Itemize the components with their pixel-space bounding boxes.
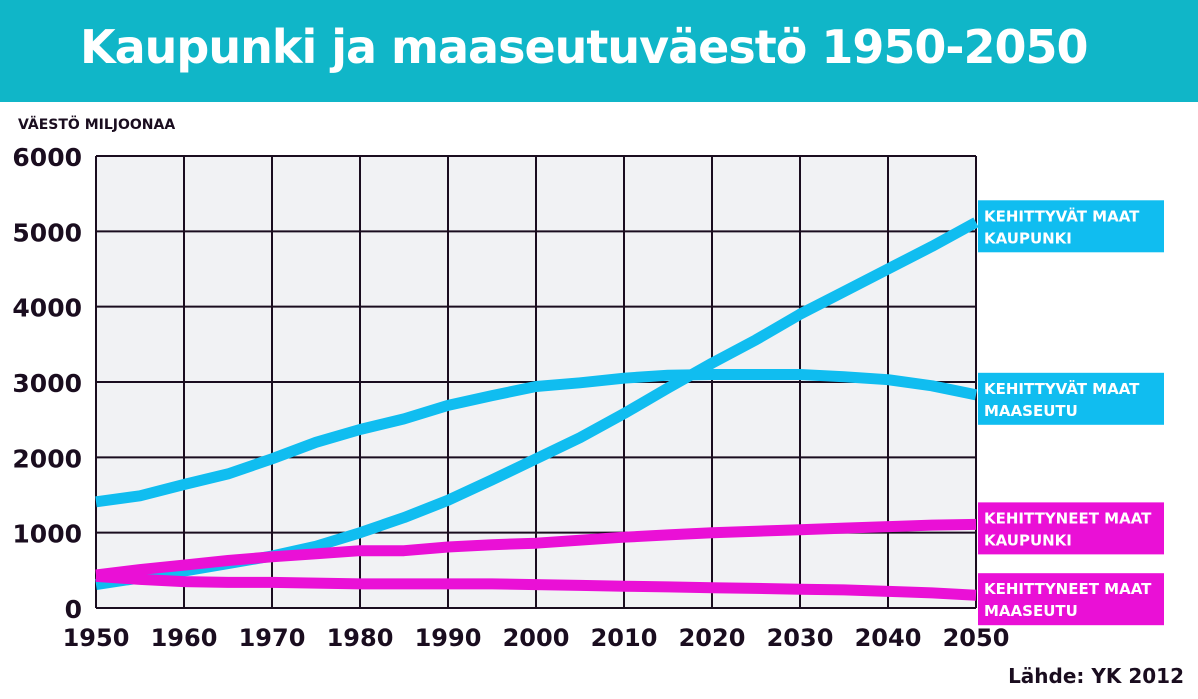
y-tick-label: 0 xyxy=(65,595,82,624)
series-label-text: KAUPUNKI xyxy=(984,229,1072,247)
x-tick-label: 2040 xyxy=(855,624,922,652)
y-tick-label: 5000 xyxy=(12,218,82,247)
series-label-box-3 xyxy=(978,502,1164,555)
series-label-text: KEHITTYVÄT MAAT xyxy=(984,379,1140,398)
x-tick-label: 1990 xyxy=(415,624,482,652)
series-label-text: KAUPUNKI xyxy=(984,531,1072,549)
source-note: Lähde: YK 2012 xyxy=(1008,664,1184,688)
y-tick-label: 6000 xyxy=(12,143,82,172)
series-label-text: KEHITTYNEET MAAT xyxy=(984,509,1152,527)
series-line-4 xyxy=(95,570,977,601)
y-tick-label: 3000 xyxy=(12,369,82,398)
x-tick-label: 1980 xyxy=(327,624,394,652)
series-label-box-1 xyxy=(978,200,1164,253)
header-bar: Kaupunki ja maaseutuväestö 1950-2050 xyxy=(0,0,1198,102)
series-label-text: MAASEUTU xyxy=(984,402,1078,420)
series-line-2 xyxy=(95,369,978,508)
x-tick-label: 2030 xyxy=(767,624,834,652)
series-label-text: MAASEUTU xyxy=(984,602,1078,620)
x-tick-label: 2000 xyxy=(503,624,570,652)
series-line-3 xyxy=(95,518,977,581)
x-tick-label: 2050 xyxy=(943,624,1010,652)
chart-title: Kaupunki ja maaseutuväestö 1950-2050 xyxy=(80,20,1088,74)
x-tick-label: 2020 xyxy=(679,624,746,652)
x-tick-label: 2010 xyxy=(591,624,658,652)
x-tick-label: 1950 xyxy=(63,624,130,652)
series-label-text: KEHITTYNEET MAAT xyxy=(984,580,1152,598)
x-tick-label: 1970 xyxy=(239,624,306,652)
y-tick-label: 1000 xyxy=(12,520,82,549)
x-tick-label: 1960 xyxy=(151,624,218,652)
y-tick-label: 2000 xyxy=(12,444,82,473)
y-tick-label: 4000 xyxy=(12,294,82,323)
series-label-box-4 xyxy=(978,573,1164,626)
series-label-box-2 xyxy=(978,372,1164,425)
series-label-text: KEHITTYVÄT MAAT xyxy=(984,206,1140,225)
y-axis-label: VÄESTÖ MILJOONAA xyxy=(18,117,176,133)
